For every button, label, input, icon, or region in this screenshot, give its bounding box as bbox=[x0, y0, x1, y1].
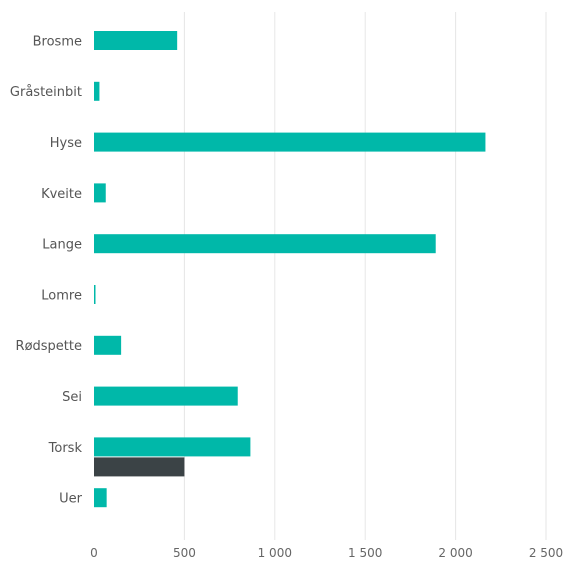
category-label: Sei bbox=[62, 390, 82, 405]
x-tick-label: 2 500 bbox=[529, 546, 563, 560]
category-label: Lomre bbox=[41, 288, 82, 303]
category-labels: Brosme Gråsteinbit Hyse Kveite Lange Lomre Rød… bbox=[10, 34, 83, 506]
bar bbox=[94, 437, 251, 457]
x-tick-label: 2 000 bbox=[438, 546, 472, 560]
grid-lines bbox=[183, 12, 547, 540]
x-axis-ticks: 0 500 1 000 1 500 2 000 2 500 bbox=[90, 546, 563, 560]
bar bbox=[94, 31, 178, 50]
category-label: Lange bbox=[42, 238, 82, 253]
bar bbox=[94, 234, 436, 254]
bar bbox=[94, 132, 486, 152]
bar bbox=[94, 386, 238, 406]
bar bbox=[94, 81, 100, 101]
category-label: Brosme bbox=[33, 34, 82, 49]
x-tick-label: 1 500 bbox=[348, 546, 382, 560]
category-label: Uer bbox=[59, 492, 83, 507]
category-label: Hyse bbox=[50, 136, 82, 151]
category-label: Gråsteinbit bbox=[10, 85, 82, 100]
x-tick-label: 1 000 bbox=[258, 546, 292, 560]
bars bbox=[94, 31, 486, 508]
bar bbox=[94, 285, 96, 304]
x-tick-label: 500 bbox=[173, 546, 196, 560]
bar bbox=[94, 457, 185, 477]
bar bbox=[94, 183, 106, 203]
category-label: Torsk bbox=[48, 441, 83, 456]
category-label: Kveite bbox=[41, 187, 82, 202]
bar bbox=[94, 335, 122, 355]
bar bbox=[94, 488, 107, 508]
category-label: Rødspette bbox=[16, 339, 82, 354]
x-tick-label: 0 bbox=[90, 546, 98, 560]
